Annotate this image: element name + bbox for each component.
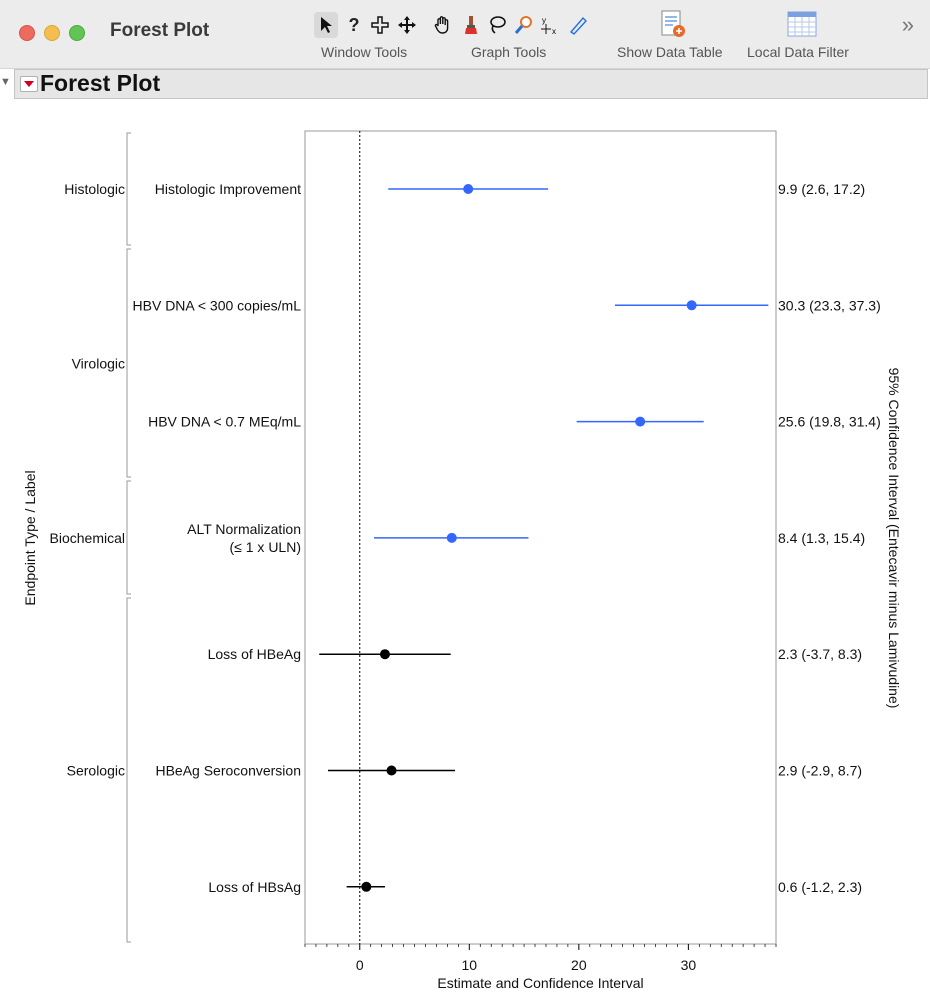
- group-label: Serologic: [67, 763, 125, 779]
- estimate-point[interactable]: [386, 765, 397, 776]
- brush-icon[interactable]: [459, 12, 483, 38]
- window-title: Forest Plot: [110, 20, 210, 41]
- estimate-point[interactable]: [379, 649, 390, 660]
- group-label: Histologic: [64, 181, 125, 197]
- row-label: Loss of HBsAg: [208, 879, 301, 895]
- y-axis-label: Endpoint Type / Label: [22, 470, 38, 605]
- ruler-icon[interactable]: [566, 12, 590, 38]
- group-bracket: [126, 248, 131, 478]
- arrow-cursor-icon[interactable]: [314, 12, 338, 38]
- crosshair-icon[interactable]: [368, 12, 392, 38]
- row-label: ALT Normalization: [187, 521, 301, 537]
- magnifier-icon[interactable]: [512, 12, 536, 38]
- plot-frame[interactable]: [304, 130, 777, 945]
- row-label: HBV DNA < 0.7 MEq/mL: [148, 414, 301, 430]
- window-tools-label: Window Tools: [321, 44, 408, 60]
- x-tick-label: 10: [462, 957, 478, 973]
- data-filter-icon[interactable]: [787, 8, 817, 40]
- ci-text: 2.9 (-2.9, 8.7): [778, 763, 862, 779]
- graph-tools-label: Graph Tools: [471, 44, 547, 60]
- red-triangle-menu-icon[interactable]: [20, 76, 38, 92]
- disclosure-triangle-icon[interactable]: ▼: [0, 76, 11, 88]
- lasso-icon[interactable]: [485, 12, 509, 38]
- outline-title: Forest Plot: [40, 70, 161, 96]
- x-tick-label: 30: [681, 957, 697, 973]
- group-label: Virologic: [72, 355, 125, 371]
- x-tick-label: 20: [571, 957, 587, 973]
- svg-text:y: y: [542, 16, 546, 25]
- close-window-button[interactable]: [19, 25, 35, 41]
- toolbar-overflow-icon[interactable]: »: [901, 12, 914, 37]
- ci-text: 2.3 (-3.7, 8.3): [778, 646, 862, 662]
- row-label: HBeAg Seroconversion: [155, 763, 301, 779]
- x-axis-label: Estimate and Confidence Interval: [437, 975, 643, 991]
- group-bracket: [126, 597, 131, 943]
- svg-text:x: x: [552, 27, 556, 35]
- group-label: Biochemical: [50, 530, 125, 546]
- group-bracket: [126, 480, 131, 595]
- group-bracket: [126, 132, 131, 246]
- ci-text: 8.4 (1.3, 15.4): [778, 530, 865, 546]
- x-tick-label: 0: [356, 957, 364, 973]
- estimate-point[interactable]: [361, 881, 372, 892]
- estimate-point[interactable]: [463, 184, 474, 194]
- local-data-filter-button[interactable]: Local Data Filter: [747, 44, 849, 60]
- ci-text: 25.6 (19.8, 31.4): [778, 414, 881, 430]
- row-label: (≤ 1 x ULN): [230, 539, 301, 555]
- estimate-point[interactable]: [635, 416, 646, 427]
- zoom-window-button[interactable]: [69, 25, 85, 41]
- outline-header: [14, 69, 928, 99]
- minimize-window-button[interactable]: [44, 25, 60, 41]
- ci-text: 9.9 (2.6, 17.2): [778, 181, 865, 197]
- right-axis-label: 95% Confidence Interval (Entecavir minus…: [886, 368, 902, 709]
- row-label: Histologic Improvement: [155, 181, 301, 197]
- show-data-table-button[interactable]: Show Data Table: [617, 44, 723, 60]
- help-icon[interactable]: ?: [348, 14, 360, 35]
- ci-text: 30.3 (23.3, 37.3): [778, 297, 881, 313]
- row-label: HBV DNA < 300 copies/mL: [133, 297, 302, 313]
- hand-icon[interactable]: [431, 12, 455, 38]
- estimate-point[interactable]: [446, 532, 457, 543]
- estimate-point[interactable]: [686, 300, 697, 311]
- row-label: Loss of HBeAg: [208, 646, 301, 662]
- move-icon[interactable]: [395, 12, 419, 38]
- ci-text: 0.6 (-1.2, 2.3): [778, 879, 862, 895]
- data-table-icon[interactable]: [658, 8, 688, 40]
